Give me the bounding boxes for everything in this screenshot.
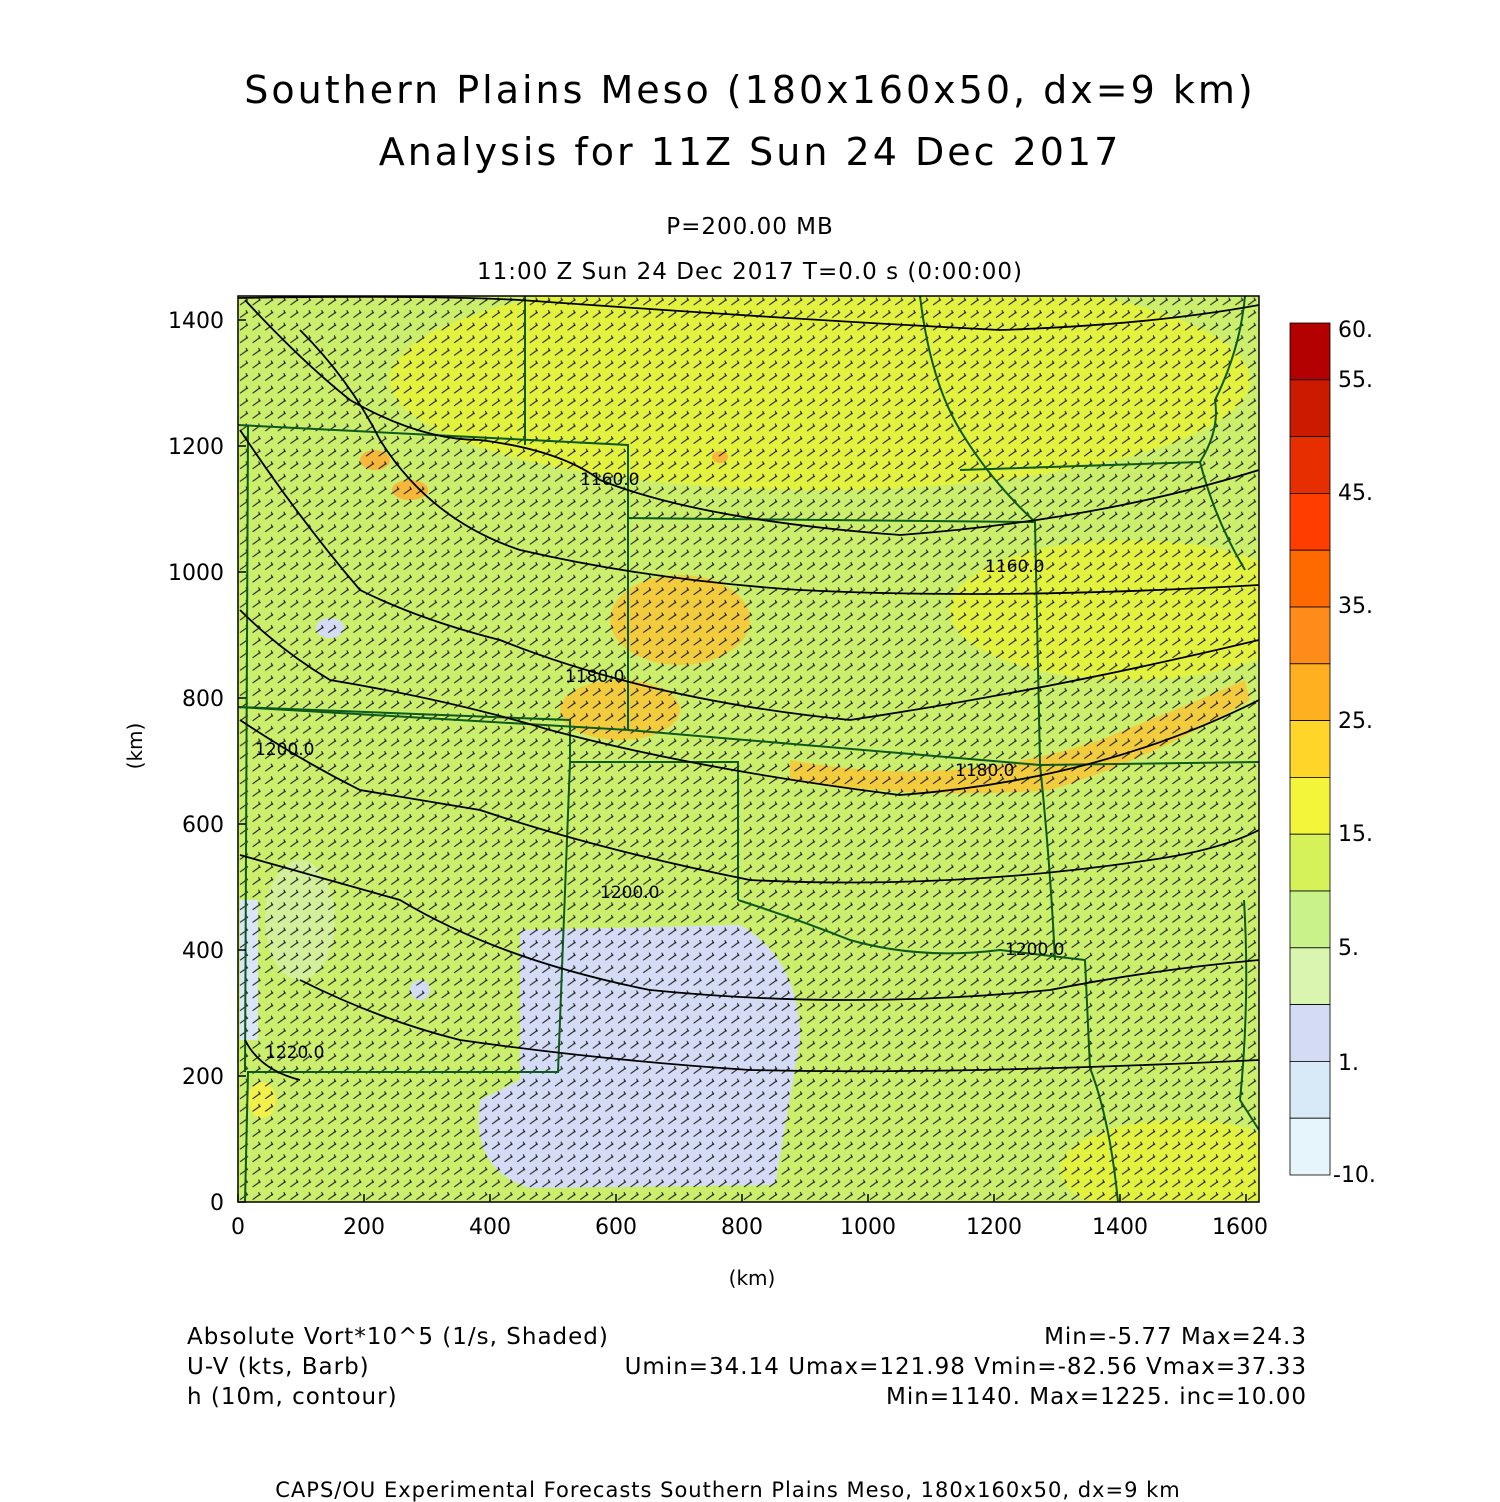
y-tick-label: 1000 bbox=[168, 561, 224, 586]
colorbar-label: 1. bbox=[1338, 1051, 1359, 1076]
contour-label: 1220.0 bbox=[265, 1043, 324, 1063]
colorbar-swatch bbox=[1289, 436, 1331, 494]
colorbar-swatch bbox=[1289, 890, 1331, 949]
x-tick-label: 400 bbox=[469, 1215, 511, 1240]
barb-field-label: U-V (kts, Barb) bbox=[187, 1354, 370, 1380]
colorbar-label: 45. bbox=[1338, 481, 1373, 506]
x-axis: 0 200 400 600 800 1000 1200 1400 1600 (k… bbox=[231, 1194, 1268, 1290]
y-axis-label: (km) bbox=[123, 723, 147, 770]
analysis-title: Analysis for 11Z Sun 24 Dec 2017 bbox=[378, 130, 1122, 174]
main-title: Southern Plains Meso (180x160x50, dx=9 k… bbox=[244, 68, 1256, 112]
shading-field-label: Absolute Vort*10^5 (1/s, Shaded) bbox=[187, 1324, 609, 1350]
colorbar-swatch bbox=[1289, 1117, 1331, 1176]
y-tick-label: 0 bbox=[210, 1191, 224, 1216]
contour-label: 1180.0 bbox=[565, 667, 624, 687]
x-tick-label: 1400 bbox=[1092, 1215, 1148, 1240]
height-range: Min=1140. Max=1225. inc=10.00 bbox=[886, 1384, 1307, 1410]
valid-time: 11:00 Z Sun 24 Dec 2017 T=0.0 s (0:00:00… bbox=[476, 259, 1024, 285]
y-tick-label: 1400 bbox=[168, 309, 224, 334]
x-tick-label: 1200 bbox=[966, 1215, 1022, 1240]
colorbar-labels: 60. 55. 45. 35. 25. 15. 5. 1. -10. bbox=[1333, 318, 1376, 1188]
colorbar bbox=[1289, 322, 1331, 1176]
x-tick-label: 800 bbox=[721, 1215, 763, 1240]
contour-label: 1200.0 bbox=[1005, 940, 1064, 960]
x-tick-label: 200 bbox=[343, 1215, 385, 1240]
y-tick-label: 800 bbox=[182, 687, 224, 712]
colorbar-swatch bbox=[1289, 379, 1331, 437]
plot-frame bbox=[237, 295, 1260, 1203]
contour-label: 1160.0 bbox=[580, 470, 639, 490]
colorbar-swatch bbox=[1289, 606, 1331, 665]
colorbar-label: -10. bbox=[1333, 1163, 1376, 1188]
height-contours bbox=[238, 296, 1259, 1081]
x-tick-label: 1000 bbox=[840, 1215, 896, 1240]
colorbar-swatch bbox=[1289, 947, 1331, 1005]
y-tick-label: 600 bbox=[182, 813, 224, 838]
x-tick-label: 600 bbox=[595, 1215, 637, 1240]
contour-labels: 1160.0 1160.0 1180.0 1180.0 1200.0 1200.… bbox=[255, 470, 1064, 1063]
colorbar-label: 60. bbox=[1338, 318, 1373, 343]
y-tick-label: 1200 bbox=[168, 435, 224, 460]
x-axis-label: (km) bbox=[729, 1266, 776, 1290]
colorbar-label: 35. bbox=[1338, 594, 1373, 619]
colorbar-swatch bbox=[1289, 777, 1331, 835]
colorbar-label: 5. bbox=[1338, 936, 1359, 961]
y-tick-label: 200 bbox=[182, 1065, 224, 1090]
contour-label: 1180.0 bbox=[955, 761, 1014, 781]
colorbar-swatch bbox=[1289, 663, 1331, 721]
contour-label: 1200.0 bbox=[255, 740, 314, 760]
y-axis: 0 200 400 600 800 1000 1200 1400 (km) bbox=[123, 309, 246, 1216]
x-tick-label: 0 bbox=[231, 1215, 245, 1240]
contour-field-label: h (10m, contour) bbox=[187, 1384, 398, 1410]
pressure-level: P=200.00 MB bbox=[666, 214, 834, 240]
colorbar-swatch bbox=[1289, 322, 1331, 381]
colorbar-swatch bbox=[1289, 1061, 1331, 1119]
colorbar-swatch bbox=[1289, 720, 1331, 778]
shading-range: Min=-5.77 Max=24.3 bbox=[1044, 1324, 1307, 1350]
colorbar-swatch bbox=[1289, 492, 1331, 551]
colorbar-label: 25. bbox=[1338, 709, 1373, 734]
colorbar-swatch bbox=[1289, 833, 1331, 892]
y-tick-label: 400 bbox=[182, 939, 224, 964]
colorbar-swatch bbox=[1289, 549, 1331, 608]
colorbar-swatch bbox=[1289, 1004, 1331, 1062]
colorbar-label: 15. bbox=[1338, 822, 1373, 847]
wind-range: Umin=34.14 Umax=121.98 Vmin=-82.56 Vmax=… bbox=[624, 1354, 1307, 1380]
colorbar-label: 55. bbox=[1338, 368, 1373, 393]
footer-credit: CAPS/OU Experimental Forecasts Southern … bbox=[275, 1478, 1181, 1502]
contour-label: 1200.0 bbox=[600, 883, 659, 903]
contour-label: 1160.0 bbox=[985, 557, 1044, 577]
x-tick-label: 1600 bbox=[1212, 1215, 1268, 1240]
